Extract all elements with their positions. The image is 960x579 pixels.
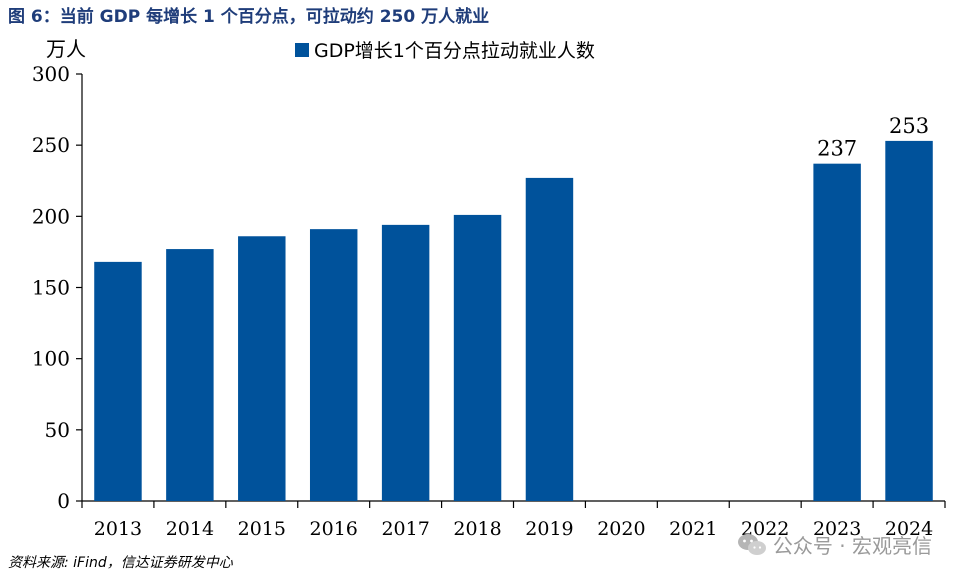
- x-axis: 2013 2014 2015 2016 2017 2018 2019 2020 2021 2022…: [81, 500, 946, 540]
- y-tick-label: 100: [32, 347, 70, 371]
- y-axis-title: 万人: [46, 37, 86, 61]
- bar: [238, 236, 286, 501]
- data-label: 237: [817, 137, 857, 161]
- y-tick-label: 150: [32, 276, 70, 300]
- x-tick-label: 2022: [741, 518, 789, 540]
- bar: [166, 249, 214, 501]
- bar: [525, 177, 574, 502]
- x-tick-label: 2019: [525, 518, 573, 540]
- figure-title: 图 6：当前 GDP 每增长 1 个百分点，可拉动约 250 万人就业: [8, 7, 490, 27]
- bar: [453, 214, 502, 501]
- x-tick-label: 2017: [381, 518, 429, 540]
- x-tick-label: 2018: [453, 518, 501, 540]
- y-tick-label: 300: [32, 62, 70, 86]
- y-tick-label: 200: [32, 204, 70, 228]
- x-tick-label: 2020: [597, 518, 645, 540]
- legend-swatch: [295, 43, 309, 57]
- watermark-text: 公众号 · 宏观亮信: [772, 534, 932, 558]
- data-label: 253: [889, 114, 929, 138]
- bar: [94, 261, 142, 501]
- y-tick-label: 0: [57, 489, 70, 513]
- bar: [381, 224, 430, 501]
- bar: [885, 140, 933, 501]
- x-tick-label: 2021: [669, 518, 717, 540]
- x-tick-label: 2013: [94, 518, 142, 540]
- x-tick-label: 2015: [238, 518, 286, 540]
- x-tick-label: 2014: [166, 518, 214, 540]
- y-tick-label: 50: [45, 418, 70, 442]
- bar: [309, 229, 358, 502]
- x-tick-label: 2024: [885, 518, 933, 540]
- y-tick-label: 250: [32, 133, 70, 157]
- bars: 237 253: [94, 114, 933, 502]
- x-tick-label: 2016: [310, 518, 358, 540]
- bar: [813, 163, 861, 502]
- x-tick-label: 2023: [813, 518, 861, 540]
- watermark: 公众号 · 宏观亮信: [737, 530, 932, 559]
- source-note: 资料来源: iFind，信达证券研发中心: [8, 555, 233, 571]
- wechat-icon: [737, 533, 766, 555]
- legend: GDP增长1个百分点拉动就业人数: [295, 40, 595, 62]
- legend-label: GDP增长1个百分点拉动就业人数: [314, 40, 595, 62]
